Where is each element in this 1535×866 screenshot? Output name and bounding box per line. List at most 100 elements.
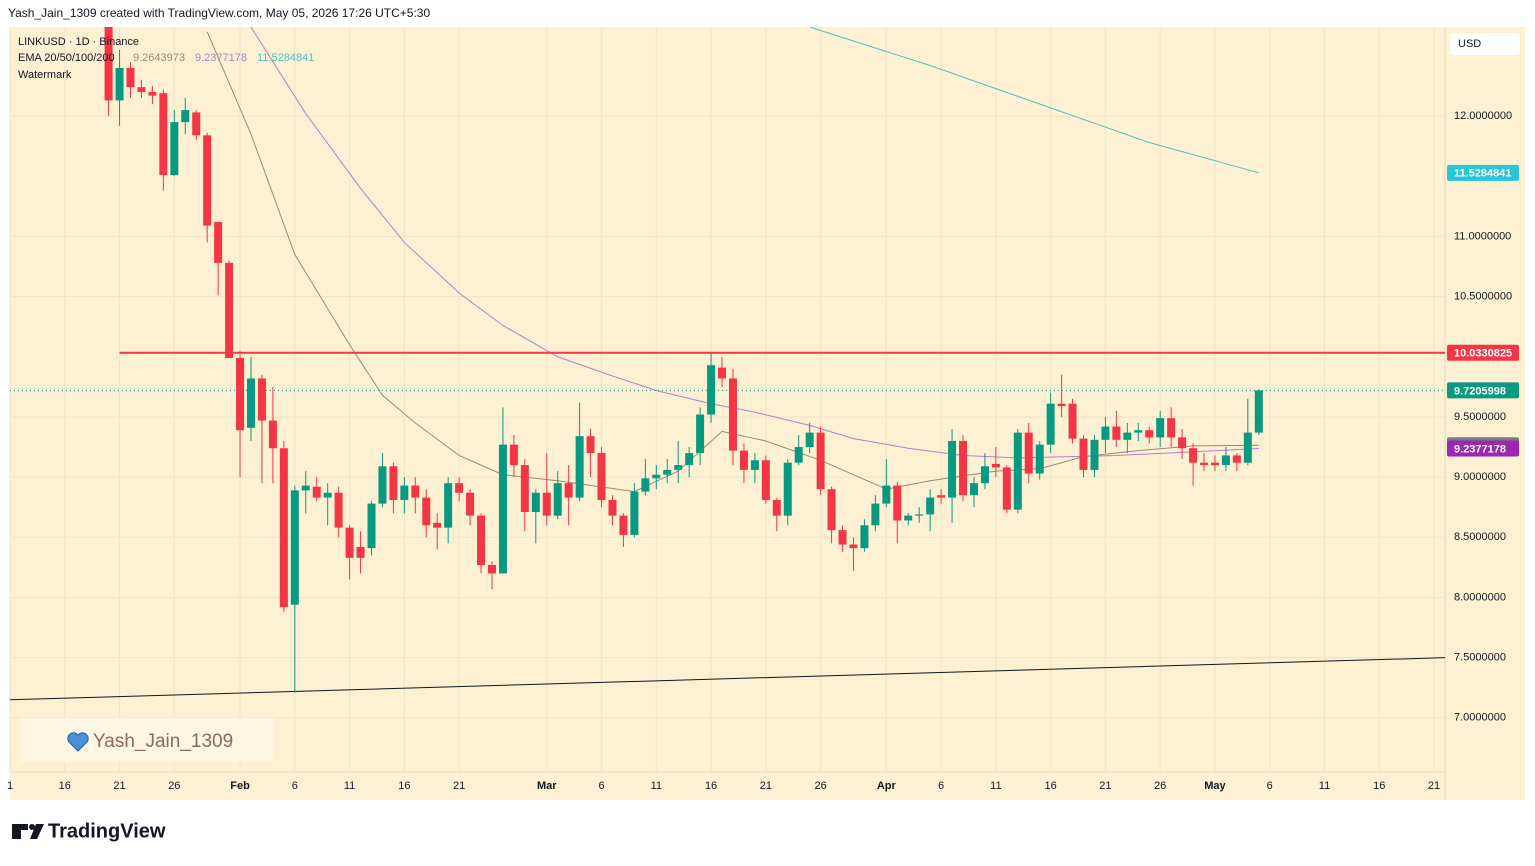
candle-body: [367, 503, 376, 549]
candle-body: [794, 447, 803, 463]
candle-body: [356, 546, 365, 558]
y-tick-label: 11.0000000: [1454, 230, 1511, 242]
tradingview-logo: [12, 824, 44, 839]
candle-body: [959, 441, 968, 496]
last-price-tag: 9.7205998: [1454, 385, 1506, 397]
symbol-title: LINKUSD · 1D · Binance: [18, 36, 139, 48]
candle-body: [1112, 426, 1121, 440]
level-tag-bg: [1447, 344, 1519, 361]
candle-body: [893, 485, 902, 521]
candle-body: [181, 110, 190, 123]
candle-body: [1079, 438, 1088, 470]
candle-body: [1101, 426, 1110, 440]
candle-body: [542, 492, 551, 516]
candle-body: [1200, 462, 1209, 466]
candle-body: [739, 450, 748, 470]
candle-body: [104, 27, 113, 101]
candle-body: [696, 414, 705, 454]
x-tick-label: 21: [1428, 780, 1440, 792]
candle-body: [203, 135, 212, 226]
candle-body: [1167, 418, 1176, 438]
candle-body: [860, 525, 869, 549]
candle-body: [268, 420, 277, 449]
candle-body: [597, 453, 606, 500]
candle-body: [411, 485, 420, 498]
logo-bar: [12, 824, 21, 839]
candle-body: [728, 378, 737, 451]
candle-body: [663, 469, 672, 475]
x-tick-label: 16: [1373, 780, 1385, 792]
candle-body: [236, 357, 245, 431]
candle-body: [882, 485, 891, 504]
candle-body: [553, 483, 562, 516]
candle-body: [487, 564, 496, 574]
legend-value: 9.2377178: [195, 52, 247, 64]
logo-bar: [12, 824, 28, 830]
candle-body: [137, 87, 146, 92]
currency-label[interactable]: USD: [1458, 38, 1481, 50]
x-tick-label: Apr: [877, 780, 897, 792]
legend-value: 11.5284841: [257, 52, 314, 64]
candle-body: [520, 465, 529, 513]
candle-body: [608, 499, 617, 516]
candle-body: [345, 527, 354, 558]
candle-body: [378, 466, 387, 504]
ema-tag-bg: [1447, 440, 1519, 457]
x-tick-label: 11: [344, 780, 355, 792]
y-tick-label: 10.5000000: [1454, 291, 1512, 303]
candle-body: [1134, 430, 1143, 433]
candle-body: [969, 483, 978, 496]
candle-body: [257, 378, 266, 421]
candle-body: [444, 483, 453, 528]
watermark-text: Yash_Jain_1309: [93, 731, 233, 752]
candle-body: [564, 483, 573, 498]
indicator-name: EMA 20/50/100/200: [18, 52, 115, 64]
candle-body: [389, 466, 398, 500]
axes: 12.0000000 11.0000000 10.5000000 9.5000000 9…: [7, 110, 1519, 792]
candle-body: [214, 221, 223, 263]
x-tick-label: 11: [990, 780, 1001, 792]
candle-body: [783, 462, 792, 516]
footer-brand: TradingView: [48, 820, 166, 842]
candle-body: [312, 486, 321, 498]
candle-body: [619, 515, 628, 535]
y-tick-label: 9.0000000: [1454, 471, 1506, 483]
candle-body: [1024, 432, 1033, 474]
x-tick-label: 21: [453, 780, 465, 792]
x-tick-label: 6: [598, 780, 604, 792]
candle-body: [937, 495, 946, 498]
x-tick-label: 6: [1267, 780, 1273, 792]
x-tick-label: May: [1204, 780, 1226, 792]
legend-value: 9.2643973: [133, 52, 185, 64]
candle-body: [707, 365, 716, 415]
x-tick-label: 16: [1045, 780, 1057, 792]
candle-body: [805, 432, 814, 448]
x-tick-label: 6: [938, 780, 944, 792]
x-tick-label: 21: [1099, 780, 1111, 792]
candle-body: [827, 489, 836, 531]
last-price-tag-bg: [1447, 382, 1519, 399]
candle-body: [1090, 439, 1099, 470]
candle-body: [991, 463, 1000, 468]
candle-body: [225, 262, 234, 358]
x-tick-label: Feb: [230, 780, 250, 792]
candle-body: [115, 67, 124, 101]
trendline: [10, 657, 1445, 701]
candle-body: [980, 466, 989, 484]
candle-body: [575, 436, 584, 498]
currency-box[interactable]: [1450, 33, 1520, 55]
candle-body: [915, 514, 924, 516]
level-tag: 10.0330825: [1454, 348, 1512, 360]
ema-tag: 9.2377178: [1454, 443, 1506, 455]
candle-body: [126, 67, 135, 88]
x-tick-label: 16: [398, 780, 410, 792]
candle-body: [1210, 462, 1219, 466]
candle-body: [455, 483, 464, 493]
y-tick-label: 7.0000000: [1454, 712, 1506, 724]
candle-body: [323, 492, 332, 498]
x-tick-label: 11: [651, 780, 662, 792]
watermark-heart: [67, 732, 89, 752]
candle-body: [586, 436, 595, 454]
candle-body: [1156, 418, 1165, 438]
x-tick-label: 21: [760, 780, 772, 792]
